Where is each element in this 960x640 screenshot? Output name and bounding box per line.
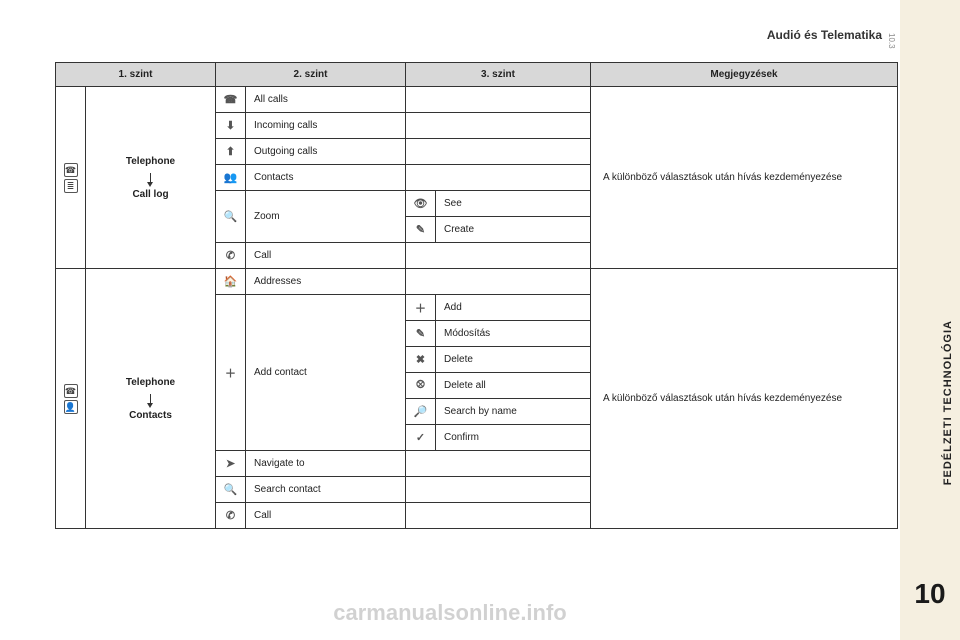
search-contact-icon: 🔍 — [216, 477, 246, 503]
create-label: Create — [436, 217, 591, 243]
add-label: Add — [436, 295, 591, 321]
outgoing-label: Outgoing calls — [246, 139, 406, 165]
contacts-label: Contacts — [246, 165, 406, 191]
add-contact-label: Add contact — [246, 295, 406, 451]
search-contact-label: Search contact — [246, 477, 406, 503]
phone-icon: ☎ — [64, 163, 78, 177]
call-icon: ✆ — [216, 243, 246, 269]
empty-cell — [406, 243, 591, 269]
path-top: Telephone — [126, 156, 175, 167]
see-icon: 👁 — [406, 191, 436, 217]
call-label: Call — [246, 503, 406, 529]
navigate-label: Navigate to — [246, 451, 406, 477]
addresses-label: Addresses — [246, 269, 406, 295]
empty-cell — [406, 113, 591, 139]
manual-page: FEDÉLZETI TECHNOLÓGIA 10 Audió és Telema… — [0, 0, 960, 640]
nav-icons-contacts: ☎ 👤 — [56, 269, 86, 529]
incoming-label: Incoming calls — [246, 113, 406, 139]
delete-all-icon: ⮾ — [406, 373, 436, 399]
arrow-down-icon — [150, 394, 151, 404]
modify-icon: ✎ — [406, 321, 436, 347]
all-calls-icon: ☎ — [216, 87, 246, 113]
empty-cell — [406, 477, 591, 503]
empty-cell — [406, 165, 591, 191]
see-label: See — [436, 191, 591, 217]
all-calls-label: All calls — [246, 87, 406, 113]
modify-label: Módosítás — [436, 321, 591, 347]
zoom-icon: 🔍 — [216, 191, 246, 243]
outgoing-icon: ⬆ — [216, 139, 246, 165]
page-title: Audió és Telematika — [767, 28, 882, 42]
call-icon: ✆ — [216, 503, 246, 529]
page-number: 10.3 — [887, 33, 896, 49]
section-vertical-label: FEDÉLZETI TECHNOLÓGIA — [942, 320, 954, 485]
nav-icons-call-log: ☎ ≣ — [56, 87, 86, 269]
search-name-icon: 🔎 — [406, 399, 436, 425]
delete-label: Delete — [436, 347, 591, 373]
empty-cell — [406, 269, 591, 295]
arrow-down-icon — [150, 173, 151, 183]
addresses-icon: 🏠 — [216, 269, 246, 295]
add-contact-icon: ＋ — [216, 295, 246, 451]
path-bottom: Contacts — [129, 410, 172, 421]
table-row: ☎ ≣ Telephone Call log ☎ All calls A kül… — [56, 87, 898, 113]
phone-icon: ☎ — [64, 384, 78, 398]
create-icon: ✎ — [406, 217, 436, 243]
col-level3: 3. szint — [406, 63, 591, 87]
menu-path-contacts: Telephone Contacts — [86, 269, 216, 529]
menu-path-call-log: Telephone Call log — [86, 87, 216, 269]
col-level1: 1. szint — [56, 63, 216, 87]
watermark-text: carmanualsonline.info — [0, 600, 900, 626]
navigate-icon: ➤ — [216, 451, 246, 477]
notes-contacts: A különböző választások után hívás kezde… — [591, 269, 898, 529]
add-icon: ＋ — [406, 295, 436, 321]
col-notes: Megjegyzések — [591, 63, 898, 87]
call-label: Call — [246, 243, 406, 269]
incoming-icon: ⬇ — [216, 113, 246, 139]
contacts-book-icon: 👤 — [64, 400, 78, 414]
notes-call-log: A különböző választások után hívás kezde… — [591, 87, 898, 269]
delete-icon: ✖ — [406, 347, 436, 373]
empty-cell — [406, 139, 591, 165]
path-bottom: Call log — [132, 189, 168, 200]
confirm-icon: ✓ — [406, 425, 436, 451]
confirm-label: Confirm — [436, 425, 591, 451]
delete-all-label: Delete all — [436, 373, 591, 399]
search-name-label: Search by name — [436, 399, 591, 425]
col-level2: 2. szint — [216, 63, 406, 87]
menu-table: 1. szint 2. szint 3. szint Megjegyzések … — [55, 62, 897, 529]
chapter-number: 10 — [900, 578, 960, 610]
zoom-label: Zoom — [246, 191, 406, 243]
right-margin: FEDÉLZETI TECHNOLÓGIA 10 — [900, 0, 960, 640]
empty-cell — [406, 503, 591, 529]
log-icon: ≣ — [64, 179, 78, 193]
empty-cell — [406, 451, 591, 477]
table-header-row: 1. szint 2. szint 3. szint Megjegyzések — [56, 63, 898, 87]
empty-cell — [406, 87, 591, 113]
path-top: Telephone — [126, 377, 175, 388]
table-row: ☎ 👤 Telephone Contacts 🏠 Addresses A kül… — [56, 269, 898, 295]
contacts-icon: 👥 — [216, 165, 246, 191]
